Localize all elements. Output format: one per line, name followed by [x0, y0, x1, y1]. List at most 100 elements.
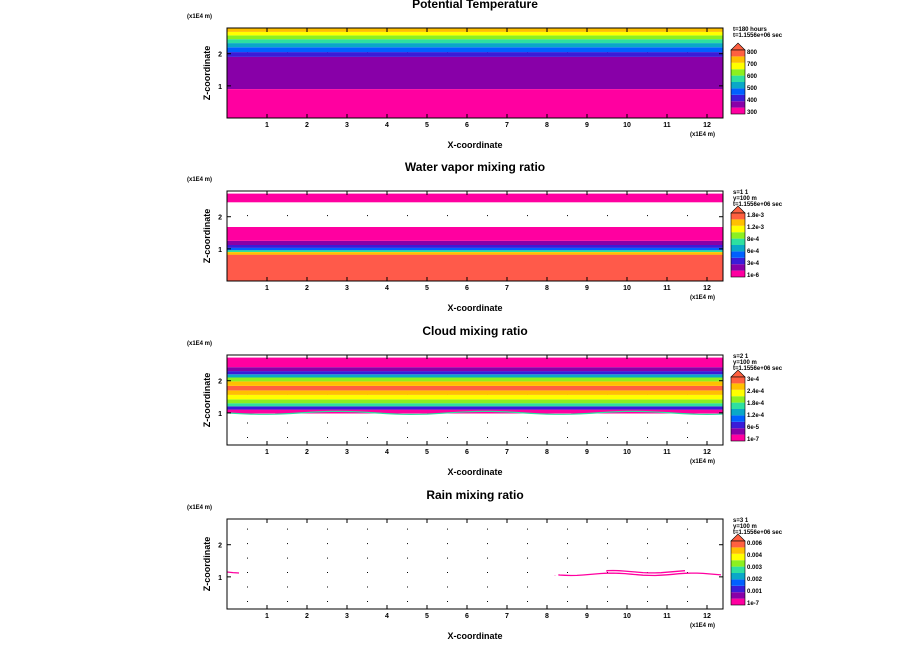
colorbar-swatch — [731, 389, 745, 397]
y-tick-label: 1 — [218, 411, 222, 418]
info-line: s=1 1 — [733, 190, 749, 196]
colorbar-swatch — [731, 573, 745, 580]
x-tick-label: 5 — [425, 613, 429, 620]
grid-dot — [247, 601, 248, 602]
info-line: t=180 hours — [733, 27, 768, 33]
colorbar-label: 500 — [747, 86, 758, 92]
x-tick-label: 5 — [425, 122, 429, 129]
colorbar-swatch — [731, 56, 745, 63]
grid-dot — [367, 528, 368, 530]
y-units-label: (x1E4 m) — [187, 14, 212, 20]
contour-band — [227, 394, 723, 400]
grid-dot — [527, 601, 528, 602]
info-line: y=100 m — [733, 524, 757, 530]
contour-band — [227, 406, 723, 410]
x-axis-label: X-coordinate — [447, 631, 502, 641]
colorbar-swatch — [731, 62, 745, 70]
contour-band — [227, 377, 723, 382]
rain-streak — [606, 569, 686, 574]
grid-dot — [287, 586, 288, 588]
colorbar-frame — [730, 376, 746, 442]
grid-dot — [647, 437, 648, 438]
grid-dot — [487, 422, 488, 424]
x-tick-label: 8 — [545, 122, 549, 129]
contour-band — [227, 245, 723, 248]
grid-dot — [327, 586, 328, 588]
grid-dot — [687, 601, 688, 602]
grid-dots — [247, 528, 688, 602]
grid-dot — [527, 437, 528, 438]
grid-dot — [407, 557, 408, 559]
y-tick-label: 2 — [218, 543, 222, 550]
grid-dot — [447, 543, 448, 545]
info-line: t=1.1556e+06 sec — [733, 366, 783, 372]
colorbar-label: 600 — [747, 74, 758, 80]
y-units-label: (x1E4 m) — [187, 341, 212, 347]
grid-dot — [527, 557, 528, 559]
grid-dot — [567, 422, 568, 424]
info-line: s=2 1 — [733, 354, 749, 360]
colorbar-swatch — [731, 270, 745, 277]
colorbar-swatch — [731, 82, 745, 89]
colorbar-swatch — [731, 238, 745, 245]
panel-title: Rain mixing ratio — [426, 488, 523, 502]
x-tick-label: 10 — [623, 449, 631, 456]
y-tick-label: 2 — [218, 52, 222, 59]
grid-dot — [287, 557, 288, 559]
y-tick-label: 1 — [218, 84, 222, 91]
colorbar-swatch — [731, 585, 745, 593]
grid-dot — [687, 543, 688, 545]
colorbar-swatch — [731, 383, 745, 390]
x-tick-label: 10 — [623, 122, 631, 129]
grid-dot — [367, 572, 368, 573]
grid-dot — [487, 215, 488, 217]
grid-dot — [287, 572, 288, 573]
grid-dot — [567, 572, 568, 573]
x-axis-label: X-coordinate — [447, 140, 502, 150]
grid-dot — [247, 437, 248, 438]
colorbar-swatch — [731, 541, 745, 548]
panel-theta: Potential Temperature(x1E4 m)1 2 3 4 5 6 7 8 9 10… — [187, 0, 783, 150]
grid-dot — [687, 557, 688, 559]
info-line: t=1.1556e+06 sec — [733, 33, 783, 39]
grid-dot — [527, 586, 528, 588]
grid-dot — [327, 215, 328, 217]
grid-dot — [527, 543, 528, 545]
grid-dot — [527, 215, 528, 217]
grid-dot — [407, 572, 408, 573]
colorbar-swatch — [731, 566, 745, 573]
colorbar-label: 0.002 — [747, 577, 763, 583]
x-tick-label: 6 — [465, 122, 469, 129]
info-line: t=1.1556e+06 sec — [733, 530, 783, 536]
contour-band — [227, 31, 723, 36]
grid-dot — [487, 557, 488, 559]
x-axis-label: X-coordinate — [447, 467, 502, 477]
y-units-label: (x1E4 m) — [187, 505, 212, 511]
plot-frame — [226, 190, 724, 282]
grid-dot — [647, 215, 648, 217]
x-tick-label: 4 — [385, 613, 389, 620]
x-tick-label: 8 — [545, 285, 549, 292]
grid-dot — [447, 586, 448, 588]
x-tick-label: 7 — [505, 449, 509, 456]
contour-band — [227, 403, 723, 407]
grid-dot — [487, 586, 488, 588]
contour-band — [227, 390, 723, 395]
contour-band — [227, 252, 723, 255]
colorbar-label: 400 — [747, 98, 758, 104]
x-tick-label: 1 — [265, 285, 269, 292]
contour-band — [227, 250, 723, 252]
colorbar-swatch — [731, 257, 745, 265]
grid-dot — [527, 422, 528, 424]
grid-dot — [447, 572, 448, 573]
x-tick-label: 1 — [265, 613, 269, 620]
colorbar-label: 800 — [747, 50, 758, 56]
rain-streak — [558, 572, 722, 577]
x-tick-label: 6 — [465, 613, 469, 620]
grid-dot — [287, 601, 288, 602]
colorbar-label: 1.8e-3 — [747, 213, 765, 219]
colorbar-swatch — [731, 428, 745, 435]
contour-band — [227, 28, 723, 32]
colorbar-swatch — [731, 94, 745, 102]
grid-dot — [367, 601, 368, 602]
